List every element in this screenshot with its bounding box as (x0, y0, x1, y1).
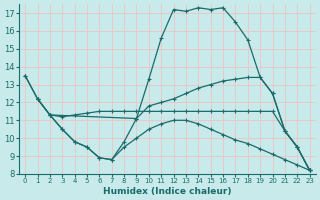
X-axis label: Humidex (Indice chaleur): Humidex (Indice chaleur) (103, 187, 232, 196)
